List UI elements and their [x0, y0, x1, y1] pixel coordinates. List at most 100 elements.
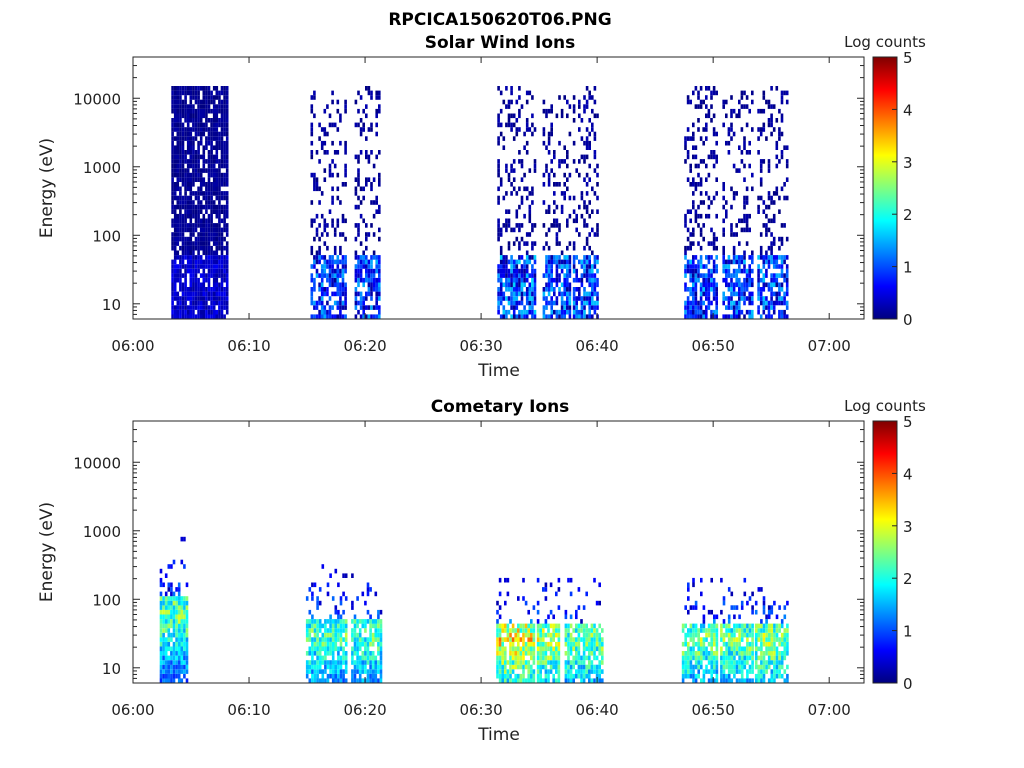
heatmap-cell [207, 227, 211, 233]
heatmap-cell [507, 241, 511, 246]
heatmap-cell [588, 273, 591, 278]
heatmap-cell [702, 669, 706, 674]
heatmap-cell [202, 145, 206, 150]
heatmap-cell [770, 314, 773, 319]
heatmap-cell [715, 678, 719, 683]
heatmap-cell [760, 673, 763, 679]
heatmap-cell [199, 296, 203, 301]
heatmap-cell [326, 673, 330, 679]
heatmap-cell [218, 305, 221, 310]
heatmap-cell [186, 255, 190, 260]
heatmap-cell [531, 131, 534, 137]
heatmap-cell [183, 605, 186, 610]
heatmap-cell [577, 632, 581, 638]
heatmap-cell [550, 131, 553, 137]
heatmap-cell [192, 108, 195, 114]
heatmap-cell [344, 140, 347, 146]
heatmap-cell [531, 277, 534, 283]
heatmap-cell [748, 641, 752, 647]
heatmap-cell [601, 628, 604, 633]
heatmap-cell [773, 632, 776, 638]
heatmap-cell [205, 108, 208, 114]
heatmap-cell [730, 273, 733, 278]
heatmap-cell [197, 118, 200, 123]
heatmap-cell [732, 300, 736, 306]
heatmap-cell [572, 673, 575, 679]
heatmap-cell [686, 300, 690, 306]
heatmap-cell [689, 232, 692, 237]
heatmap-cell [510, 90, 513, 96]
heatmap-cell [705, 291, 708, 297]
heatmap-cell [212, 118, 216, 123]
heatmap-cell [694, 186, 698, 192]
heatmap-cell [773, 660, 776, 665]
heatmap-cell [218, 296, 221, 301]
heatmap-cell [184, 186, 187, 192]
heatmap-cell [593, 277, 597, 283]
heatmap-cell [725, 651, 728, 656]
heatmap-cell [351, 619, 354, 624]
heatmap-cell [533, 255, 537, 260]
heatmap-cell [783, 145, 786, 150]
heatmap-cell [699, 104, 703, 109]
heatmap-cell [205, 113, 208, 119]
heatmap-cell [372, 305, 376, 310]
heatmap-cell [223, 86, 226, 91]
heatmap-cell [205, 209, 208, 214]
heatmap-cell [185, 605, 189, 610]
heatmap-cell [525, 259, 529, 265]
heatmap-cell [580, 678, 583, 683]
heatmap-cell [197, 168, 200, 173]
heatmap-cell [593, 309, 597, 315]
heatmap-cell [591, 305, 594, 310]
heatmap-cell [722, 655, 726, 661]
heatmap-cell [710, 90, 713, 96]
heatmap-cell [735, 628, 739, 633]
heatmap-cell [564, 632, 568, 638]
heatmap-cell [496, 619, 499, 624]
heatmap-cell [505, 273, 508, 278]
heatmap-cell [375, 305, 378, 310]
heatmap-cell [310, 250, 314, 256]
heatmap-cell [331, 259, 334, 265]
heatmap-cell [772, 273, 776, 278]
heatmap-cell [207, 168, 211, 173]
heatmap-cell [689, 163, 692, 169]
heatmap-cell [555, 641, 558, 647]
heatmap-cell [547, 632, 550, 638]
heatmap-cell [545, 300, 548, 306]
heatmap-cell [502, 136, 506, 141]
heatmap-cell [785, 90, 789, 96]
heatmap-cell [748, 282, 751, 288]
heatmap-cell [563, 264, 566, 269]
heatmap-cell [202, 95, 206, 100]
heatmap-cell [218, 163, 221, 169]
heatmap-cell [329, 628, 332, 633]
heatmap-cell [780, 99, 784, 105]
heatmap-cell [692, 273, 695, 278]
heatmap-cell [205, 245, 208, 251]
heatmap-cell [745, 95, 749, 100]
heatmap-cell [369, 651, 372, 656]
heatmap-cell [173, 241, 177, 246]
heatmap-cell [321, 678, 325, 683]
heatmap-cell [593, 131, 597, 137]
heatmap-cell [542, 637, 545, 642]
heatmap-cell [186, 291, 190, 297]
heatmap-cell [192, 191, 195, 196]
heatmap-cell [192, 90, 195, 96]
heatmap-cell [225, 209, 229, 214]
heatmap-cell [692, 646, 695, 652]
heatmap-cell [514, 646, 517, 652]
heatmap-cell [707, 273, 711, 278]
heatmap-cell [542, 182, 546, 187]
heatmap-cell [770, 200, 773, 205]
heatmap-cell [772, 255, 776, 260]
heatmap-cell [177, 669, 181, 674]
heatmap-cell [743, 287, 746, 292]
heatmap-cell [186, 140, 190, 146]
heatmap-cell [207, 259, 211, 265]
heatmap-cell [722, 122, 725, 128]
heatmap-cell [593, 154, 597, 160]
heatmap-cell [357, 122, 360, 128]
